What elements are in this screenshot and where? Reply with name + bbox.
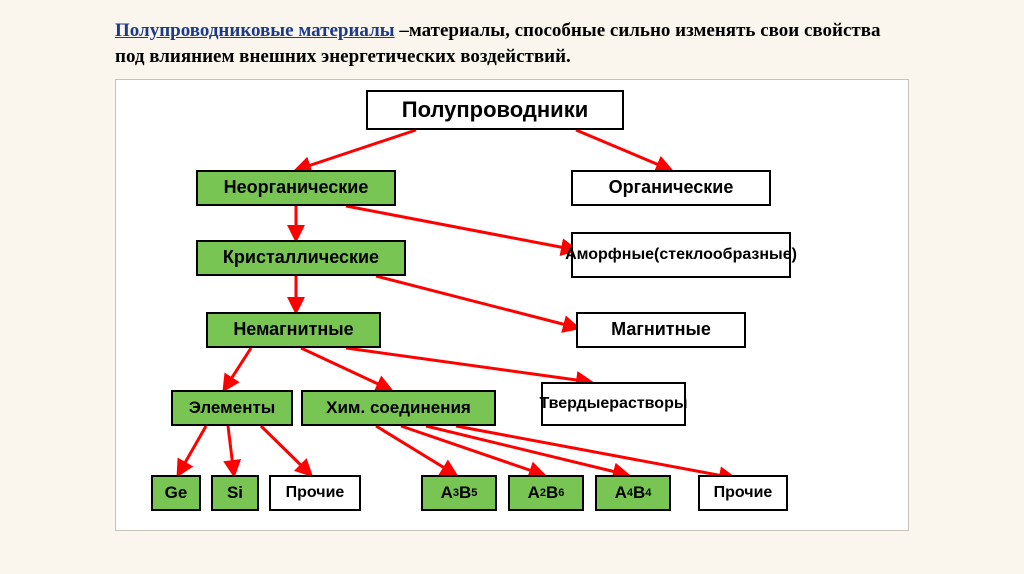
arrow — [346, 348, 591, 382]
node-amorph: Аморфные(стеклообразные) — [571, 232, 791, 278]
diagram-container: Полупроводники Неорганические Органические… — [115, 79, 909, 531]
arrow — [228, 426, 234, 475]
node-nonmag: Немагнитные — [206, 312, 381, 348]
arrow — [224, 348, 251, 390]
node-inorg: Неорганические — [196, 170, 396, 206]
node-elem: Элементы — [171, 390, 293, 426]
arrow — [296, 130, 416, 170]
node-other1: Прочие — [269, 475, 361, 511]
arrow — [178, 426, 206, 475]
arrow — [576, 130, 671, 170]
header-text: Полупроводниковые материалы –материалы, … — [0, 0, 1024, 79]
node-root: Полупроводники — [366, 90, 624, 130]
node-a2b6: A2B6 — [508, 475, 584, 511]
node-solid: Твердыерастворы — [541, 382, 686, 426]
node-ge: Ge — [151, 475, 201, 511]
node-a4b4: A4B4 — [595, 475, 671, 511]
arrow — [376, 426, 456, 475]
node-a3b5: A3B5 — [421, 475, 497, 511]
arrow — [401, 426, 544, 475]
node-org: Органические — [571, 170, 771, 206]
header-link: Полупроводниковые материалы — [115, 20, 395, 41]
node-si: Si — [211, 475, 259, 511]
arrow-layer — [116, 80, 908, 530]
arrow — [301, 348, 391, 390]
node-chem: Хим. соединения — [301, 390, 496, 426]
node-mag: Магнитные — [576, 312, 746, 348]
arrow — [261, 426, 311, 475]
node-cryst: Кристаллические — [196, 240, 406, 276]
arrow — [376, 276, 578, 328]
arrow — [456, 426, 734, 478]
arrow — [426, 426, 628, 475]
node-other2: Прочие — [698, 475, 788, 511]
